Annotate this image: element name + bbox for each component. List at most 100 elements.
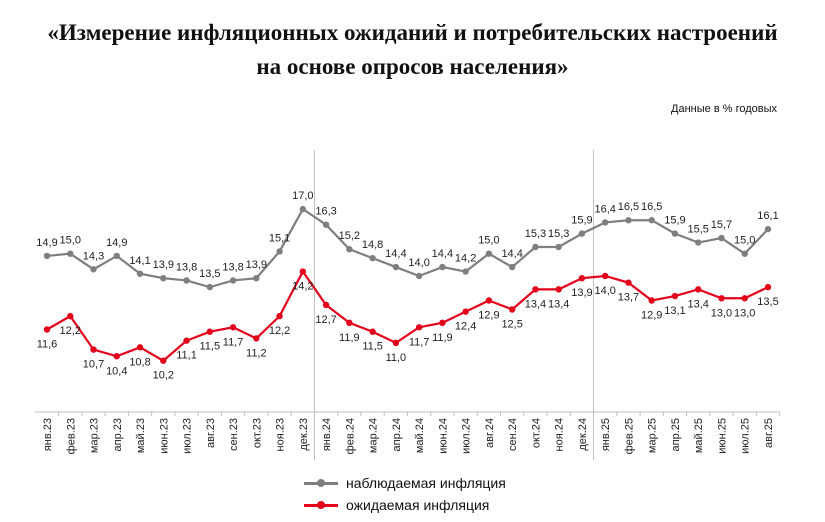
expected-point [206, 328, 214, 335]
expected-data-label: 13,0 [711, 307, 732, 319]
observed-data-label: 13,8 [176, 261, 197, 273]
observed-data-label: 14,1 [129, 255, 150, 267]
x-tick-label: фев.23 [65, 418, 77, 454]
expected-point [229, 324, 237, 331]
x-tick-label: мар.25 [647, 418, 659, 453]
observed-point [671, 230, 679, 237]
expected-point [369, 328, 376, 335]
expected-point [555, 286, 562, 293]
expected-point [532, 286, 539, 293]
x-tick-label: янв.25 [600, 418, 612, 451]
x-tick-label: фев.25 [623, 418, 635, 454]
observed-data-label: 14,0 [408, 257, 429, 269]
expected-data-label: 11,7 [409, 336, 430, 348]
observed-point [322, 221, 330, 228]
title-line-2: на основе опросов населения» [256, 54, 569, 79]
observed-data-label: 16,5 [641, 201, 662, 213]
observed-point [555, 243, 562, 251]
x-tick-label: июл.23 [182, 418, 194, 454]
observed-point [764, 225, 772, 233]
observed-point [43, 252, 51, 260]
expected-data-label: 10,2 [153, 370, 174, 382]
x-tick-label: апр.25 [670, 418, 682, 451]
observed-data-label: 15,3 [525, 228, 546, 240]
expected-data-label: 12,4 [455, 321, 476, 333]
expected-data-label: 13,4 [688, 298, 709, 310]
expected-data-label: 12,7 [315, 314, 336, 326]
observed-data-label: 17,0 [292, 190, 313, 202]
expected-data-label: 14,2 [292, 281, 313, 293]
expected-data-label: 11,9 [432, 332, 453, 344]
expected-data-label: 13,1 [664, 305, 685, 317]
expected-data-label: 11,1 [176, 350, 197, 362]
x-tick-label: ноя.23 [275, 418, 287, 451]
observed-data-label: 15,7 [711, 219, 732, 231]
expected-point [276, 312, 283, 320]
observed-inflation-line [46, 207, 769, 289]
expected-data-label: 11,0 [386, 352, 407, 364]
expected-point [415, 324, 423, 331]
expected-data-label: 14,0 [594, 285, 615, 297]
observed-point [601, 219, 609, 226]
observed-point [206, 283, 214, 291]
expected-point [578, 275, 586, 282]
x-tick-label: авг.24 [484, 418, 496, 448]
legend-label-observed: наблюдаемая инфляция [346, 475, 506, 491]
chart-title: «Измерение инфляционных ожиданий и потре… [0, 16, 825, 84]
observed-data-label: 14,4 [432, 248, 453, 260]
observed-data-label: 15,9 [664, 215, 685, 227]
expected-point [136, 344, 144, 351]
observed-point [276, 248, 283, 255]
x-tick-label: янв.23 [42, 418, 54, 451]
x-tick-label: мар.24 [368, 418, 380, 453]
expected-point [322, 301, 330, 309]
expected-data-label: 13,4 [525, 298, 546, 310]
observed-point [229, 277, 237, 284]
expected-point [741, 295, 748, 302]
expected-point [764, 283, 772, 291]
observed-data-label: 13,8 [222, 261, 243, 273]
observed-point [718, 234, 725, 242]
expected-point [253, 335, 260, 342]
x-tick-label: апр.23 [112, 418, 124, 451]
x-tick-label: июн.25 [716, 418, 728, 454]
expected-data-label: 11,9 [339, 332, 360, 344]
observed-data-label: 14,2 [455, 253, 476, 265]
observed-point [253, 275, 260, 282]
legend-item-observed: наблюдаемая инфляция [304, 475, 506, 491]
observed-point [136, 270, 144, 277]
expected-point [671, 292, 679, 300]
observed-point [90, 266, 97, 273]
expected-data-label: 11,5 [200, 341, 221, 353]
expected-point [90, 346, 97, 353]
x-tick-label: май.24 [414, 418, 426, 453]
observed-point [392, 263, 400, 271]
observed-point [741, 250, 748, 257]
observed-point [160, 275, 167, 282]
expected-data-label: 10,4 [106, 365, 127, 377]
observed-data-label: 15,0 [478, 235, 499, 247]
observed-point [625, 217, 632, 224]
x-tick-label: авг.23 [205, 418, 217, 448]
expected-data-label: 12,9 [478, 310, 499, 322]
x-tick-label: мар.23 [89, 418, 101, 453]
expected-data-label: 11,2 [246, 347, 267, 359]
expected-point [439, 319, 446, 327]
expected-data-label: 12,9 [641, 310, 662, 322]
observed-data-label: 13,9 [246, 259, 267, 271]
expected-point [625, 279, 632, 286]
x-tick-label: дек.24 [577, 418, 589, 451]
observed-point [485, 250, 493, 257]
expected-point [346, 319, 353, 327]
observed-point [439, 263, 446, 271]
x-tick-label: май.25 [693, 418, 705, 453]
expected-data-label: 11,5 [362, 341, 383, 353]
title-line-1: «Измерение инфляционных ожиданий и потре… [47, 20, 778, 45]
x-tick-label: авг.25 [763, 418, 775, 448]
observed-point [532, 243, 539, 251]
observed-point [346, 246, 353, 253]
expected-point [67, 312, 74, 320]
expected-data-label: 10,8 [129, 356, 150, 368]
observed-data-label: 14,9 [36, 237, 57, 249]
